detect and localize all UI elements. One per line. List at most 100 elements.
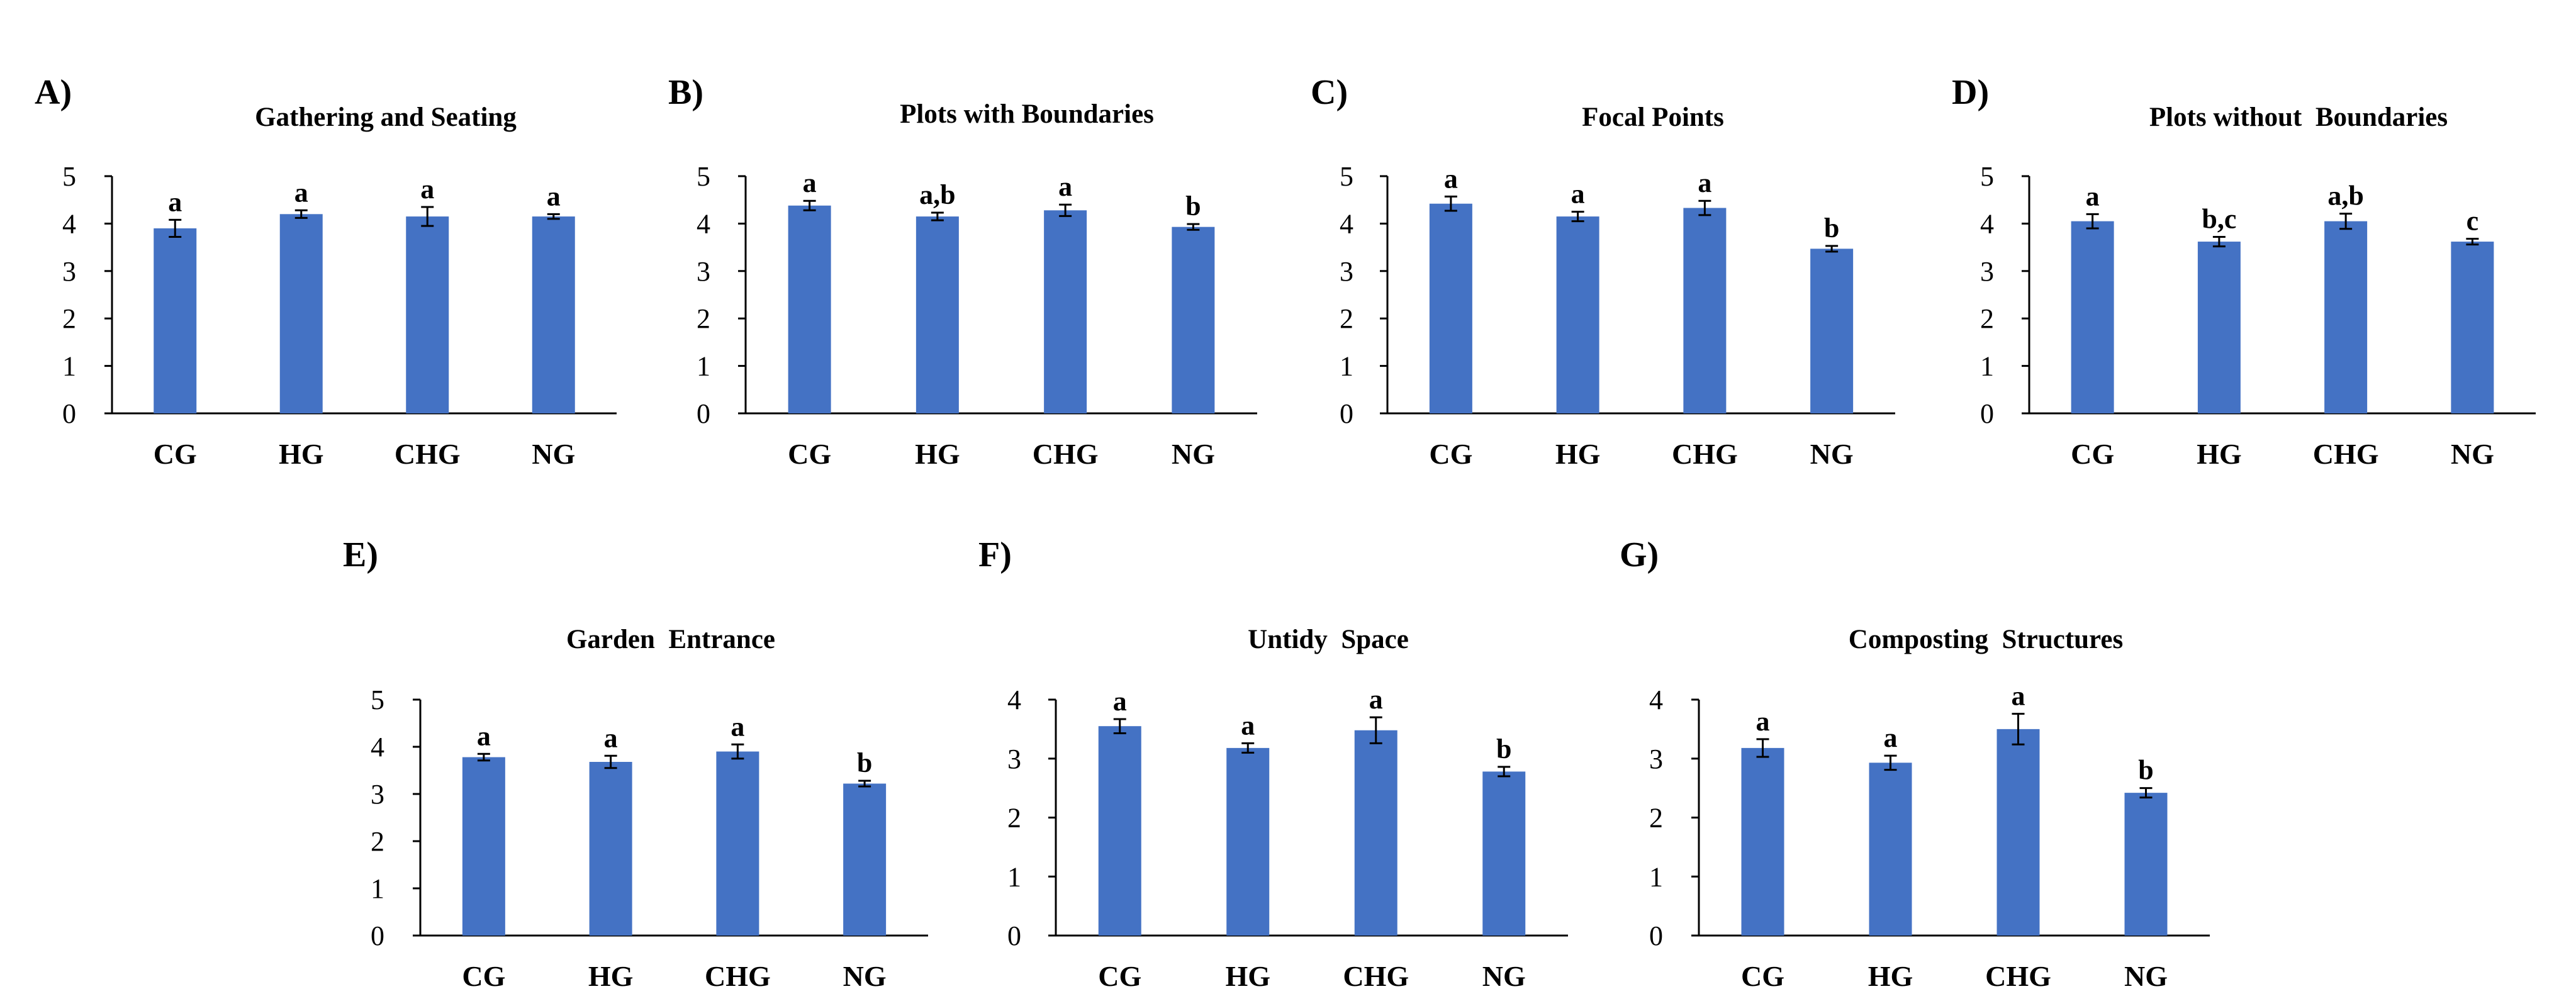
panel-letter: E) <box>343 535 378 574</box>
x-tick-label: CHG <box>1343 960 1409 992</box>
y-tick-label: 1 <box>1980 351 1994 382</box>
y-tick-label: 0 <box>697 398 710 429</box>
x-tick-label: HG <box>2197 438 2242 470</box>
panel-d: D) Plots without Boundaries 0 1 2 3 4 5 a CG b,c HG… <box>1952 73 2536 470</box>
x-tick-label: HG <box>279 438 324 470</box>
y-tick-label: 3 <box>1007 744 1021 774</box>
chart-title: Plots without Boundaries <box>2149 103 2448 132</box>
x-tick-label: HG <box>1555 438 1601 470</box>
significance-label: a <box>731 711 744 742</box>
y-tick-label: 3 <box>371 779 384 810</box>
significance-label: a <box>803 167 817 198</box>
panel-letter: A) <box>35 73 72 112</box>
x-tick-label: NG <box>532 438 575 470</box>
significance-label: b <box>1824 213 1839 243</box>
bar-cg <box>462 757 505 936</box>
bar-hg <box>1556 216 1599 413</box>
x-tick-label: NG <box>843 960 887 992</box>
y-tick-label: 1 <box>371 873 384 904</box>
bar-cg <box>1429 203 1472 413</box>
x-tick-label: CG <box>462 960 505 992</box>
x-tick-label: HG <box>1868 960 1913 992</box>
significance-label: a <box>1571 179 1585 210</box>
x-tick-label: CG <box>1429 438 1472 470</box>
y-tick-label: 3 <box>1340 256 1353 287</box>
chart-title: Garden Entrance <box>566 625 775 654</box>
panel-e: E) Garden Entrance 0 1 2 3 4 5 a CG a HG a CHG b NG <box>343 535 928 992</box>
significance-label: c <box>2467 206 2479 237</box>
y-tick-label: 3 <box>1649 744 1663 774</box>
x-tick-label: CG <box>788 438 831 470</box>
significance-label: b,c <box>2202 204 2236 235</box>
bar-cg <box>1741 747 1784 936</box>
x-tick-label: CG <box>1098 960 1141 992</box>
bar-hg <box>1226 747 1270 936</box>
y-tick-label: 3 <box>1980 256 1994 287</box>
panel-c: C) Focal Points 0 1 2 3 4 5 a CG a HG a CHG b NG <box>1311 73 1895 470</box>
y-tick-label: 4 <box>1649 685 1663 715</box>
y-tick-label: 1 <box>697 351 710 382</box>
significance-label: a <box>1756 706 1770 737</box>
y-tick-label: 1 <box>1649 861 1663 892</box>
y-tick-label: 5 <box>697 161 710 192</box>
x-tick-label: CG <box>1741 960 1784 992</box>
bar-ng <box>2451 242 2494 413</box>
y-tick-label: 5 <box>62 161 76 192</box>
bar-chg <box>1683 208 1727 413</box>
significance-label: a <box>1444 163 1458 194</box>
x-tick-label: HG <box>1225 960 1270 992</box>
y-tick-label: 1 <box>1007 861 1021 892</box>
y-tick-label: 0 <box>371 920 384 951</box>
significance-label: a <box>420 174 434 204</box>
significance-label: a <box>1884 722 1898 753</box>
x-tick-label: CG <box>2071 438 2114 470</box>
y-tick-label: 0 <box>1007 920 1021 951</box>
panel-letter: F) <box>978 535 1012 574</box>
significance-label: a <box>1241 710 1255 741</box>
x-tick-label: NG <box>1172 438 1215 470</box>
y-tick-label: 4 <box>62 208 76 239</box>
bar-ng <box>2124 793 2168 936</box>
y-tick-label: 5 <box>371 685 384 715</box>
y-tick-label: 4 <box>697 208 710 239</box>
significance-label: b <box>1496 734 1511 764</box>
significance-label: b <box>2138 755 2153 786</box>
significance-label: a <box>168 186 182 217</box>
bar-cg <box>1098 726 1141 936</box>
y-tick-label: 2 <box>62 303 76 334</box>
panel-f: F) Untidy Space 0 1 2 3 4 a CG a HG a CHG b NG <box>978 535 1568 992</box>
y-tick-label: 1 <box>1340 351 1353 382</box>
panel-letter: C) <box>1311 73 1348 112</box>
bar-chg <box>2324 221 2368 413</box>
bar-cg <box>788 205 831 413</box>
y-tick-label: 2 <box>1980 303 1994 334</box>
bar-cg <box>154 228 197 413</box>
bar-ng <box>1810 249 1854 413</box>
y-tick-label: 0 <box>62 398 76 429</box>
bar-hg <box>279 214 323 413</box>
y-tick-label: 2 <box>1649 803 1663 834</box>
panel-a: A) Gathering and Seating 0 1 2 3 4 5 a CG a HG a CHG a… <box>35 73 617 470</box>
panel-b: B) Plots with Boundaries 0 1 2 3 4 5 a CG a,b HG a CH… <box>668 73 1257 470</box>
x-tick-label: NG <box>1810 438 1854 470</box>
x-tick-label: CHG <box>2313 438 2379 470</box>
significance-label: a <box>2012 681 2025 712</box>
y-tick-label: 4 <box>371 732 384 763</box>
x-tick-label: NG <box>2124 960 2168 992</box>
y-tick-label: 0 <box>1980 398 1994 429</box>
chart-title: Plots with Boundaries <box>900 99 1154 129</box>
bar-hg <box>916 216 959 413</box>
y-tick-label: 3 <box>697 256 710 287</box>
significance-label: a <box>1113 686 1127 717</box>
significance-label: a <box>1369 684 1383 715</box>
chart-title: Composting Structures <box>1849 625 2123 654</box>
significance-label: a <box>604 722 618 753</box>
significance-label: b <box>1185 191 1201 221</box>
bar-hg <box>2197 242 2241 413</box>
y-tick-label: 4 <box>1007 685 1021 715</box>
bar-hg <box>1869 763 1912 936</box>
x-tick-label: CHG <box>1033 438 1099 470</box>
bar-cg <box>2071 221 2114 413</box>
y-tick-label: 2 <box>371 826 384 857</box>
panel-g: G) Composting Structures 0 1 2 3 4 a CG a HG a CHG b N… <box>1620 535 2210 992</box>
